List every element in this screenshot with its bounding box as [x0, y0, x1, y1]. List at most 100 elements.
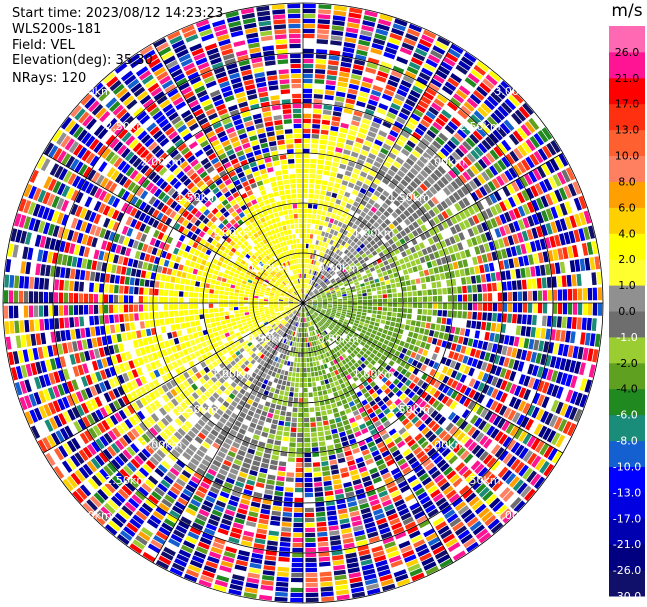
- velocity-gate: [525, 267, 531, 278]
- velocity-gate: [297, 417, 303, 423]
- velocity-gate: [349, 318, 355, 322]
- velocity-gate: [422, 403, 431, 412]
- velocity-gate: [278, 300, 284, 302]
- velocity-gate: [303, 83, 313, 89]
- velocity-gate: [428, 209, 436, 218]
- velocity-gate: [525, 242, 532, 254]
- velocity-gate: [391, 449, 401, 458]
- velocity-gate: [488, 477, 500, 489]
- velocity-gate: [297, 337, 300, 342]
- velocity-gate: [304, 452, 312, 458]
- velocity-gate: [444, 124, 455, 135]
- velocity-gate: [356, 49, 368, 57]
- velocity-gate: [405, 280, 411, 286]
- velocity-gate: [556, 275, 562, 288]
- velocity-gate: [309, 239, 313, 244]
- velocity-gate: [372, 85, 384, 93]
- velocity-gate: [428, 433, 437, 443]
- velocity-gate: [303, 188, 308, 194]
- velocity-gate: [428, 82, 440, 93]
- velocity-gate: [396, 232, 403, 240]
- velocity-gate: [416, 159, 425, 169]
- velocity-gate: [365, 316, 371, 321]
- velocity-gate: [512, 233, 520, 245]
- velocity-gate: [392, 494, 403, 503]
- velocity-gate: [219, 565, 232, 573]
- velocity-gate: [275, 373, 280, 379]
- velocity-gate: [415, 104, 426, 114]
- velocity-gate: [210, 317, 215, 323]
- velocity-gate: [234, 517, 245, 525]
- velocity-gate: [325, 85, 336, 91]
- velocity-gate: [374, 139, 383, 147]
- velocity-gate: [335, 287, 340, 291]
- velocity-gate: [174, 310, 179, 317]
- velocity-gate: [487, 312, 492, 321]
- velocity-gate: [329, 316, 334, 320]
- velocity-gate: [589, 333, 596, 347]
- velocity-gate: [512, 194, 521, 206]
- velocity-gate: [386, 458, 396, 467]
- velocity-gate: [580, 332, 586, 345]
- velocity-gate: [388, 360, 395, 367]
- velocity-gate: [296, 452, 303, 458]
- velocity-gate: [266, 545, 278, 551]
- velocity-gate: [402, 516, 414, 526]
- velocity-gate: [185, 322, 191, 328]
- velocity-gate: [493, 162, 503, 174]
- velocity-gate: [408, 61, 421, 71]
- velocity-gate: [312, 281, 315, 286]
- velocity-gate: [311, 259, 314, 265]
- velocity-gate: [295, 467, 303, 473]
- velocity-gate: [264, 560, 276, 566]
- velocity-gate: [416, 227, 423, 235]
- velocity-gate: [459, 384, 468, 394]
- velocity-gate: [323, 353, 328, 359]
- velocity-gate: [527, 215, 535, 227]
- velocity-gate: [312, 331, 316, 336]
- velocity-gate: [270, 520, 280, 526]
- velocity-gate: [258, 518, 269, 525]
- velocity-gate: [410, 442, 419, 451]
- velocity-gate: [455, 252, 462, 261]
- velocity-gate: [270, 424, 277, 430]
- velocity-gate: [427, 289, 432, 296]
- velocity-gate: [326, 238, 331, 244]
- velocity-gate: [466, 516, 479, 528]
- velocity-gate: [313, 289, 318, 293]
- velocity-gate: [518, 106, 530, 119]
- velocity-gate: [126, 332, 132, 341]
- velocity-gate: [291, 572, 303, 578]
- velocity-gate: [346, 251, 352, 257]
- velocity-gate: [482, 312, 487, 321]
- velocity-gate: [362, 76, 374, 84]
- velocity-gate: [260, 462, 269, 469]
- velocity-gate: [543, 178, 553, 191]
- velocity-gate: [236, 476, 246, 483]
- velocity-gate: [294, 387, 299, 393]
- velocity-gate: [70, 329, 76, 340]
- velocity-gate: [336, 270, 341, 275]
- velocity-gate: [437, 295, 443, 302]
- velocity-gate: [377, 294, 383, 299]
- velocity-gate: [341, 313, 346, 317]
- velocity-gate: [239, 312, 245, 317]
- velocity-gate: [356, 233, 363, 240]
- velocity-gate: [498, 449, 509, 462]
- velocity-gate: [544, 237, 552, 249]
- velocity-gate: [530, 241, 537, 252]
- velocity-gate: [430, 49, 443, 60]
- velocity-gate: [306, 306, 309, 311]
- velocity-gate: [329, 418, 336, 425]
- velocity-gate: [314, 224, 319, 230]
- velocity-gate: [308, 264, 311, 269]
- velocity-gate: [307, 279, 310, 284]
- velocity-gate: [261, 383, 267, 390]
- velocity-gate: [432, 45, 446, 55]
- velocity-gate: [316, 416, 322, 422]
- velocity-gate: [533, 423, 543, 436]
- velocity-gate: [303, 58, 314, 64]
- velocity-gate: [338, 282, 344, 287]
- velocity-gate: [245, 520, 257, 528]
- velocity-gate: [418, 72, 431, 81]
